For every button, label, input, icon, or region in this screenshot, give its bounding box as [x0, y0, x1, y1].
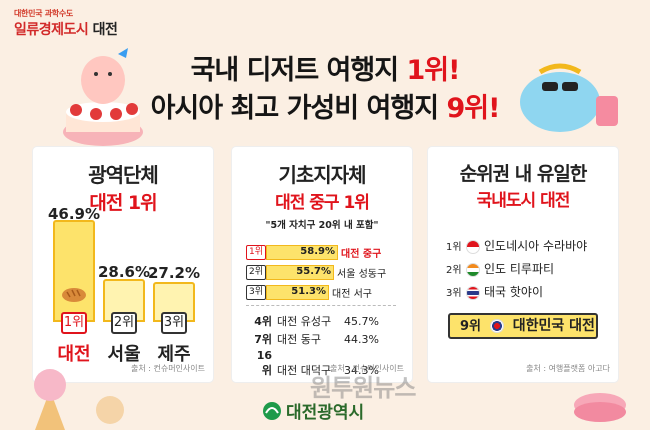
- watermark: 원투원뉴스: [310, 374, 416, 402]
- other-pct: 34.3%: [344, 364, 379, 377]
- local-rank-2: 2위: [246, 265, 266, 280]
- asia-rank-row: 3위 태국 핫야이: [446, 283, 543, 300]
- headline-line2: 아시아 최고 가성비 여행지 9위!: [0, 86, 650, 125]
- bar-1: [53, 220, 95, 322]
- bread-icon: [62, 288, 86, 302]
- bar-2-pct: 28.6%: [97, 263, 151, 281]
- footer-logo-text: 대전광역시: [286, 403, 365, 423]
- logo-tagline: 대한민국 과학수도: [14, 9, 73, 18]
- asia-rank-row: 1위 인도네시아 수라바야: [446, 237, 587, 254]
- dessert-decoration-left: [34, 369, 124, 430]
- headline-line1-highlight: 1위!: [406, 55, 460, 86]
- local-rank-row: 2위 55.7% 서울 성동구: [246, 265, 386, 281]
- panel1-subtitle: 대전 1위: [89, 192, 157, 214]
- local-bar-3: 51.3%: [266, 285, 329, 300]
- india-flag-icon: [466, 262, 480, 277]
- city-1: 대전: [57, 344, 91, 365]
- bar-1-pct: 46.9%: [47, 205, 101, 223]
- city-2: 서울: [107, 344, 141, 365]
- korea-flag-icon: [489, 319, 504, 333]
- other-rank: 4위: [254, 315, 272, 328]
- local-name-2: 서울 성동구: [337, 269, 387, 280]
- panel3-title: 순위권 내 유일한: [459, 163, 588, 185]
- local-name-3: 대전 서구: [332, 289, 372, 300]
- logo-title: 일류경제도시 대전: [14, 19, 118, 39]
- asia-city: 인도 티루파티: [484, 262, 555, 276]
- local-rank-3: 3위: [246, 285, 266, 300]
- asia-rank: 3위: [446, 288, 462, 299]
- local-bar-2: 55.7%: [266, 265, 334, 280]
- other-rank-row: 7위 대전 동구 44.3%: [250, 331, 379, 347]
- other-name: 대전 대덕구: [277, 364, 332, 377]
- headline-line1: 국내 디저트 여행지 1위!: [0, 48, 650, 87]
- panel2-subtitle: 대전 중구 1위: [275, 193, 370, 213]
- other-pct: 44.3%: [344, 333, 379, 346]
- city-3: 제주: [157, 344, 191, 365]
- mascot-traveler-illustration: [520, 63, 618, 132]
- local-name-1: 대전 중구: [341, 249, 382, 260]
- panel3-source: 출처 : 여행플랫폼 아고다: [526, 364, 610, 373]
- rank-2-box: 2위: [111, 312, 137, 334]
- bar-3-pct: 27.2%: [147, 264, 201, 282]
- divider: [246, 305, 396, 306]
- city-logo: 대한민국 과학수도 일류경제도시 대전: [14, 8, 118, 39]
- panel-metropolitan: 광역단체 대전 1위 46.9% 1위 대전 28.6% 2위 서울 27.2%…: [33, 147, 213, 382]
- headline-line2-text: 아시아 최고 가성비 여행지: [150, 93, 447, 124]
- panel-local: 기초지자체 대전 중구 1위 "5개 자치구 20위 내 포함" 1위 58.9%…: [232, 147, 412, 382]
- other-pct: 45.7%: [344, 315, 379, 328]
- asia-rank: 1위: [446, 242, 462, 253]
- asia-city: 태국 핫야이: [484, 285, 544, 299]
- highlight-rank: 9위: [460, 319, 482, 334]
- panel2-title: 기초지자체: [278, 163, 367, 187]
- asia-rank: 2위: [446, 265, 462, 276]
- panel1-title: 광역단체: [88, 163, 159, 187]
- logo-dark-text: 대전: [92, 22, 118, 38]
- headline-line2-highlight: 9위!: [446, 93, 500, 124]
- panel1-source: 출처 : 컨슈머인사이트: [130, 364, 205, 373]
- panel-asia: 순위권 내 유일한 국내도시 대전 1위 인도네시아 수라바야 2위 인도 티루파티…: [428, 147, 618, 382]
- indonesia-flag-icon: [466, 239, 480, 254]
- thailand-flag-icon: [466, 285, 480, 300]
- other-rank: 16위: [256, 349, 272, 377]
- panel3-subtitle: 국내도시 대전: [476, 191, 571, 211]
- local-rank-1: 1위: [246, 245, 266, 260]
- panel2-source: 출처 : 컨슈머인사이트: [329, 364, 404, 373]
- highlight-name: 대한민국 대전: [512, 318, 595, 334]
- local-rank-row: 1위 58.9% 대전 중구: [246, 245, 381, 261]
- other-rank: 7위: [254, 333, 272, 346]
- local-bar-1: 58.9%: [266, 245, 338, 260]
- rank-3-box: 3위: [161, 312, 187, 334]
- panel2-note: "5개 자치구 20위 내 포함": [265, 220, 379, 231]
- asia-city: 인도네시아 수라바야: [484, 239, 588, 253]
- bar-3: [153, 282, 195, 322]
- headline-line1-text: 국내 디저트 여행지: [190, 55, 407, 86]
- cake-mascot-illustration: [63, 48, 143, 146]
- daejeon-rank-highlight: 9위 대한민국 대전: [448, 313, 598, 339]
- dessert-decoration-right: [574, 393, 626, 422]
- daejeon-emblem-icon: [263, 401, 281, 420]
- logo-red-text: 일류경제도시: [14, 22, 89, 38]
- asia-rank-row: 2위 인도 티루파티: [446, 260, 554, 277]
- local-rank-row: 3위 51.3% 대전 서구: [246, 285, 372, 301]
- other-rank-row: 4위 대전 유성구 45.7%: [250, 313, 379, 329]
- footer-logo: 대전광역시: [262, 398, 364, 423]
- other-name: 대전 동구: [277, 333, 321, 346]
- rank-1-box: 1위: [61, 312, 87, 334]
- other-name: 대전 유성구: [277, 315, 332, 328]
